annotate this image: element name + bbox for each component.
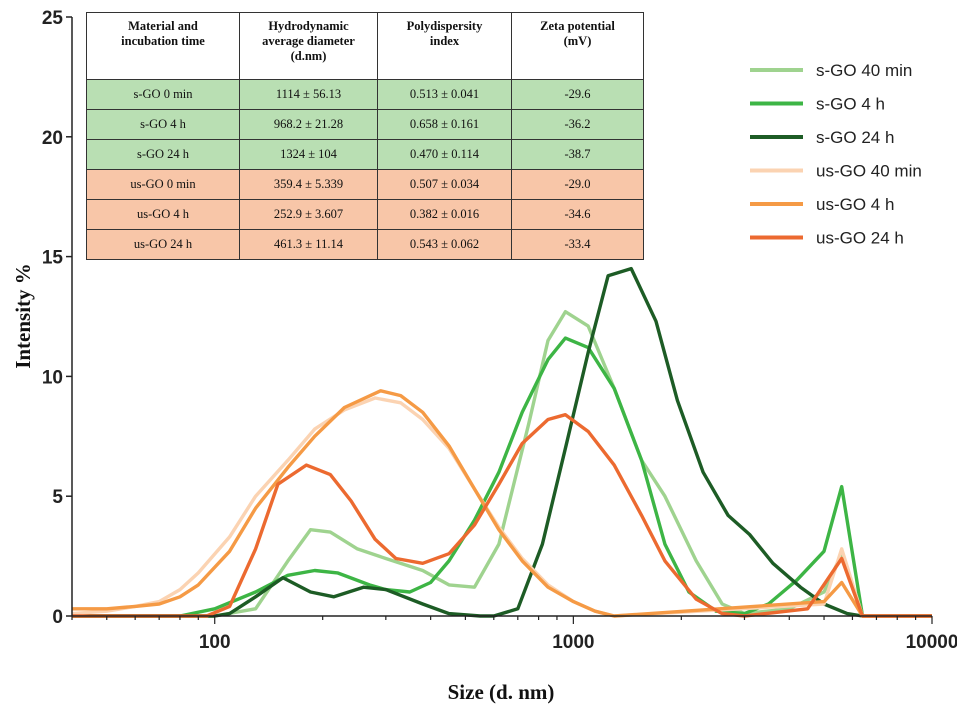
x-tick-label: 1000: [552, 632, 594, 653]
legend-label: us-GO 4 h: [816, 195, 894, 214]
legend-label: s-GO 40 min: [816, 61, 912, 80]
table-header-zeta: Zeta potential (mV): [511, 12, 644, 80]
table-header-line: (d.nm): [290, 49, 327, 63]
x-tick-label: 10000: [906, 632, 957, 653]
table-cell: 1114 ± 56.13: [239, 79, 378, 110]
table-cell: 0.658 ± 0.161: [377, 109, 512, 140]
table-cell: us-GO 4 h: [86, 199, 240, 230]
legend-label: s-GO 4 h: [816, 95, 885, 114]
table-header-line: average diameter: [262, 34, 355, 48]
series-line-3: [72, 266, 932, 618]
table-cell: -38.7: [511, 139, 644, 170]
table-row: us-GO 4 h 252.9 ± 3.607 0.382 ± 0.016 -34.6: [86, 199, 644, 230]
series-line-2: [72, 336, 932, 618]
x-axis-title: Size (d. nm): [448, 680, 555, 704]
table-header-line: Zeta potential: [540, 19, 615, 33]
table-header-line: index: [429, 34, 460, 48]
table-cell: -29.6: [511, 79, 644, 110]
table-row: s-GO 24 h 1324 ± 104 0.470 ± 0.114 -38.7: [86, 139, 644, 170]
table-cell: -29.0: [511, 169, 644, 200]
y-axis-title: Intensity %: [11, 263, 35, 369]
table-cell: -36.2: [511, 109, 644, 140]
table-cell: 1324 ± 104: [239, 139, 378, 170]
table-row: s-GO 4 h 968.2 ± 21.28 0.658 ± 0.161 -36.2: [86, 109, 644, 140]
table-header-line: incubation time: [121, 34, 205, 48]
y-tick-label: 25: [42, 8, 64, 29]
table-header-row: Material and incubation time Hydrodynami…: [86, 12, 644, 80]
table-header-line: (mV): [563, 34, 592, 48]
table-cell: 0.513 ± 0.041: [377, 79, 512, 110]
table-cell: -33.4: [511, 229, 644, 260]
table-cell: 0.543 ± 0.062: [377, 229, 512, 260]
series-line-6: [72, 413, 932, 618]
table-header-pdi: Polydispersity index: [377, 12, 512, 80]
table-cell: 0.507 ± 0.034: [377, 169, 512, 200]
table-cell: 461.3 ± 11.14: [239, 229, 378, 260]
table-cell: s-GO 0 min: [86, 79, 240, 110]
table-header-line: Material and: [128, 19, 198, 33]
table-cell: 0.470 ± 0.114: [377, 139, 512, 170]
table-cell: s-GO 24 h: [86, 139, 240, 170]
series-line-1: [72, 310, 932, 618]
legend: s-GO 40 min s-GO 4 h s-GO 24 h us-GO 40 min…: [750, 61, 922, 248]
table-header-diameter: Hydrodynamic average diameter (d.nm): [239, 12, 378, 80]
y-tick-label: 10: [42, 367, 63, 388]
table-header-line: Polydispersity: [406, 19, 483, 33]
legend-label: us-GO 40 min: [816, 162, 922, 181]
table-cell: 252.9 ± 3.607: [239, 199, 378, 230]
x-tick-label: 100: [199, 632, 231, 653]
table-header-material: Material and incubation time: [86, 12, 240, 80]
y-tick-label: 5: [52, 487, 63, 508]
table-cell: s-GO 4 h: [86, 109, 240, 140]
table-cell: us-GO 24 h: [86, 229, 240, 260]
series-line-5: [72, 389, 932, 618]
table-cell: 968.2 ± 21.28: [239, 109, 378, 140]
table-row: s-GO 0 min 1114 ± 56.13 0.513 ± 0.041 -29.6: [86, 79, 644, 110]
y-tick-label: 20: [42, 128, 63, 149]
table-cell: us-GO 0 min: [86, 169, 240, 200]
legend-label: us-GO 24 h: [816, 229, 904, 248]
table-header-line: Hydrodynamic: [268, 19, 349, 33]
y-tick-label: 0: [52, 607, 63, 628]
table-cell: 359.4 ± 5.339: [239, 169, 378, 200]
table-row: us-GO 0 min 359.4 ± 5.339 0.507 ± 0.034 -29…: [86, 169, 644, 200]
summary-table: Material and incubation time Hydrodynami…: [86, 12, 644, 260]
table-cell: -34.6: [511, 199, 644, 230]
table-row: us-GO 24 h 461.3 ± 11.14 0.543 ± 0.062 -33.…: [86, 229, 644, 260]
legend-label: s-GO 24 h: [816, 128, 894, 147]
table-cell: 0.382 ± 0.016: [377, 199, 512, 230]
y-tick-label: 15: [42, 248, 64, 269]
